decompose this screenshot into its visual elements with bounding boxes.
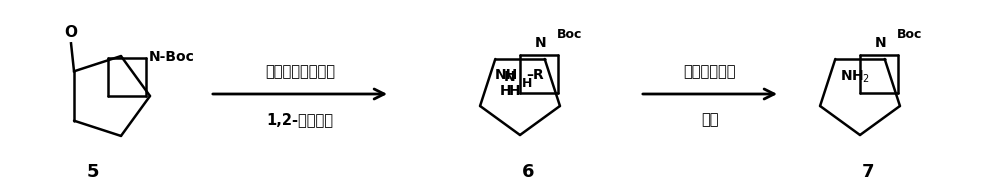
Text: N: N [875, 36, 887, 50]
Text: H: H [509, 84, 521, 98]
Text: N: N [535, 36, 547, 50]
Text: 1,2-二氯乙烷: 1,2-二氯乙烷 [267, 112, 334, 127]
Text: 7: 7 [862, 163, 874, 181]
Text: H: H [522, 77, 532, 90]
Text: Boc: Boc [557, 28, 582, 41]
Text: N: N [503, 70, 515, 84]
Text: NH$_2$: NH$_2$ [840, 69, 870, 85]
Text: Boc: Boc [897, 28, 922, 41]
Text: N-Boc: N-Boc [149, 50, 195, 64]
Text: 胺，醋酸，还原剂: 胺，醋酸，还原剂 [265, 64, 335, 79]
Text: –R: –R [526, 68, 544, 82]
Text: 乙醇: 乙醇 [701, 112, 719, 127]
Text: 6: 6 [522, 163, 534, 181]
Text: O: O [65, 25, 78, 40]
Text: 催化剂，氢气: 催化剂，氢气 [684, 64, 736, 79]
Text: H: H [500, 84, 512, 98]
Text: 5: 5 [87, 163, 99, 181]
Text: NH: NH [494, 68, 518, 82]
